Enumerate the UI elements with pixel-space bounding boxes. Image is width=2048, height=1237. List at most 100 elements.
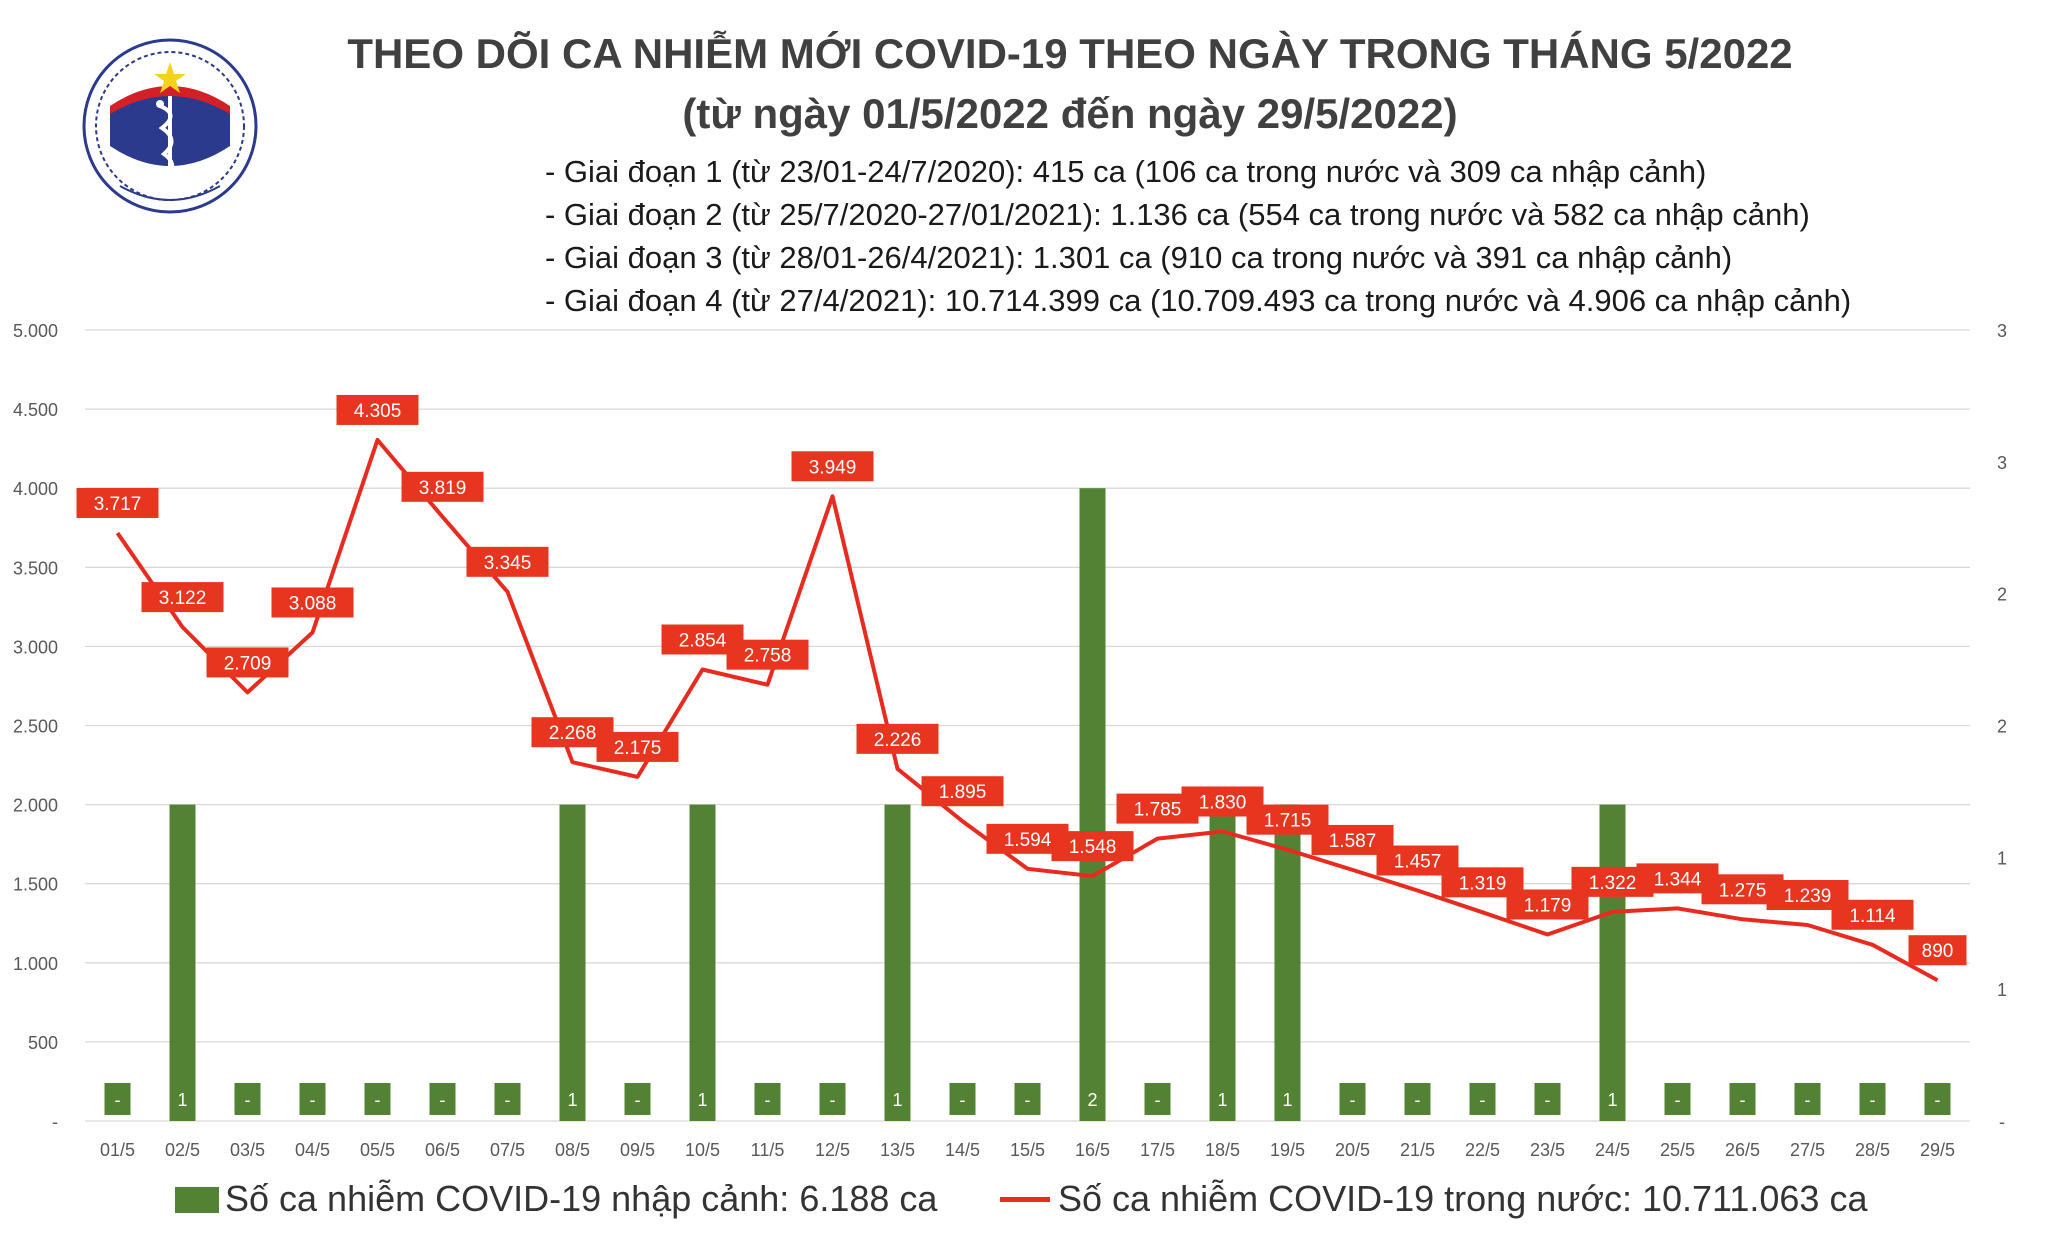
legend-item-line: Số ca nhiễm COVID-19 trong nước: 10.711.… [1000, 1178, 1867, 1220]
bar-value-label: - [1740, 1090, 1746, 1110]
y-left-tick-label: 1.500 [13, 875, 58, 895]
y-right-tick-label: - [1999, 1112, 2005, 1132]
bar-label-box [494, 1083, 521, 1115]
x-tick-label: 14/5 [945, 1140, 980, 1160]
bar-label-box [559, 1083, 586, 1115]
bar-value-label: - [1480, 1090, 1486, 1110]
line-value-label: 2.175 [614, 738, 662, 759]
line-value-label: 1.275 [1719, 880, 1767, 901]
x-tick-label: 18/5 [1205, 1140, 1240, 1160]
bar-value-label: 1 [697, 1090, 707, 1110]
bar-value-label: - [1155, 1090, 1161, 1110]
phase-line-3: - Giai đoạn 3 (từ 28/01-26/4/2021): 1.30… [545, 240, 1733, 275]
line-value-label: 1.457 [1394, 852, 1442, 873]
chart-title: THEO DÕI CA NHIỄM MỚI COVID-19 THEO NGÀY… [347, 30, 1793, 77]
y-left-tick-label: 4.500 [13, 400, 58, 420]
bar-label-box [364, 1083, 391, 1115]
bar-label-box [1664, 1083, 1691, 1115]
x-tick-label: 12/5 [815, 1140, 850, 1160]
bar-value-label: - [830, 1090, 836, 1110]
bar-label-box [1729, 1083, 1756, 1115]
bar-value-label: 2 [1087, 1090, 1097, 1110]
y-left-tick-label: 3.000 [13, 637, 58, 657]
x-tick-label: 17/5 [1140, 1140, 1175, 1160]
y-right-tick-label: 1 [1997, 848, 2007, 868]
bar-label-box [1794, 1083, 1821, 1115]
x-tick-label: 07/5 [490, 1140, 525, 1160]
line-value-label: 1.594 [1004, 830, 1052, 851]
x-tick-label: 10/5 [685, 1140, 720, 1160]
line-value-label: 1.715 [1264, 811, 1312, 832]
y-left-tick-label: 1.000 [13, 954, 58, 974]
line-value-label: 1.785 [1134, 800, 1182, 821]
bar-value-label: - [635, 1090, 641, 1110]
line-value-label: 3.819 [419, 478, 467, 499]
series-line [115, 437, 1939, 982]
legend-bar-label: Số ca nhiễm COVID-19 nhập cảnh: 6.188 ca [225, 1178, 938, 1219]
line-value-label: 2.854 [679, 630, 727, 651]
line-label-box [1908, 935, 1967, 966]
line-label-box [791, 451, 874, 482]
chart-subtitle: (từ ngày 01/5/2022 đến ngày 29/5/2022) [682, 90, 1458, 137]
bar-label-box [169, 1083, 196, 1115]
y-left-tick-label: 2.000 [13, 796, 58, 816]
x-tick-label: 16/5 [1075, 1140, 1110, 1160]
bar-label-box [1469, 1083, 1496, 1115]
bar-label-box [104, 1083, 131, 1115]
x-tick-label: 23/5 [1530, 1140, 1565, 1160]
bar-value-label: - [960, 1090, 966, 1110]
bar-label-box [1404, 1083, 1431, 1115]
bar-value-label: - [1870, 1090, 1876, 1110]
line-label-box [271, 587, 354, 618]
bar-label-box [1274, 1083, 1301, 1115]
bar-label-box [1924, 1083, 1951, 1115]
bar [689, 804, 716, 1121]
bar-value-label: - [1805, 1090, 1811, 1110]
x-tick-label: 05/5 [360, 1140, 395, 1160]
bar-label-box [689, 1083, 716, 1115]
line-value-label: 1.587 [1329, 831, 1377, 852]
line-value-label: 2.709 [224, 653, 272, 674]
line-label-box [726, 639, 809, 670]
y-left-tick-label: 5.000 [13, 321, 58, 341]
bar-value-label: 1 [1217, 1090, 1227, 1110]
bar-value-label: 1 [1282, 1090, 1292, 1110]
bar-value-label: - [1935, 1090, 1941, 1110]
y-right-tick-label: 2 [1997, 717, 2007, 737]
line-value-label: 1.895 [939, 782, 987, 803]
legend-line-label: Số ca nhiễm COVID-19 trong nước: 10.711.… [1058, 1178, 1868, 1219]
bar-value-label: - [1025, 1090, 1031, 1110]
bar-label-box [884, 1083, 911, 1115]
x-tick-label: 28/5 [1855, 1140, 1890, 1160]
phase-line-2: - Giai đoạn 2 (từ 25/7/2020-27/01/2021):… [545, 197, 1810, 232]
bar-label-box [1859, 1083, 1886, 1115]
bar-value-label: - [115, 1090, 121, 1110]
bar-value-label: - [765, 1090, 771, 1110]
line-value-label: 3.345 [484, 553, 532, 574]
bar-label-box [1339, 1083, 1366, 1115]
y-right-tick-label: 3 [1997, 453, 2007, 473]
bar [169, 804, 196, 1121]
bar-label-box [234, 1083, 261, 1115]
phase-line-4: - Giai đoạn 4 (từ 27/4/2021): 10.714.399… [545, 283, 1852, 318]
x-tick-label: 03/5 [230, 1140, 265, 1160]
line-label-box [596, 731, 679, 762]
bar-label-box [949, 1083, 976, 1115]
bar-value-label: - [375, 1090, 381, 1110]
bar-label-box [429, 1083, 456, 1115]
x-tick-label: 13/5 [880, 1140, 915, 1160]
bar-value-label: 1 [177, 1090, 187, 1110]
y-right-tick-label: 3 [1997, 321, 2007, 341]
x-tick-label: 19/5 [1270, 1140, 1305, 1160]
y-right-tick-label: 1 [1997, 980, 2007, 1000]
x-tick-label: 29/5 [1920, 1140, 1955, 1160]
line-label-box [921, 776, 1004, 807]
bar-value-label: - [1545, 1090, 1551, 1110]
line-value-label: 1.344 [1654, 869, 1702, 890]
line-value-label: 2.268 [549, 723, 597, 744]
bar-value-label: - [1350, 1090, 1356, 1110]
line-value-label: 2.226 [874, 730, 922, 751]
bar [1209, 804, 1236, 1121]
